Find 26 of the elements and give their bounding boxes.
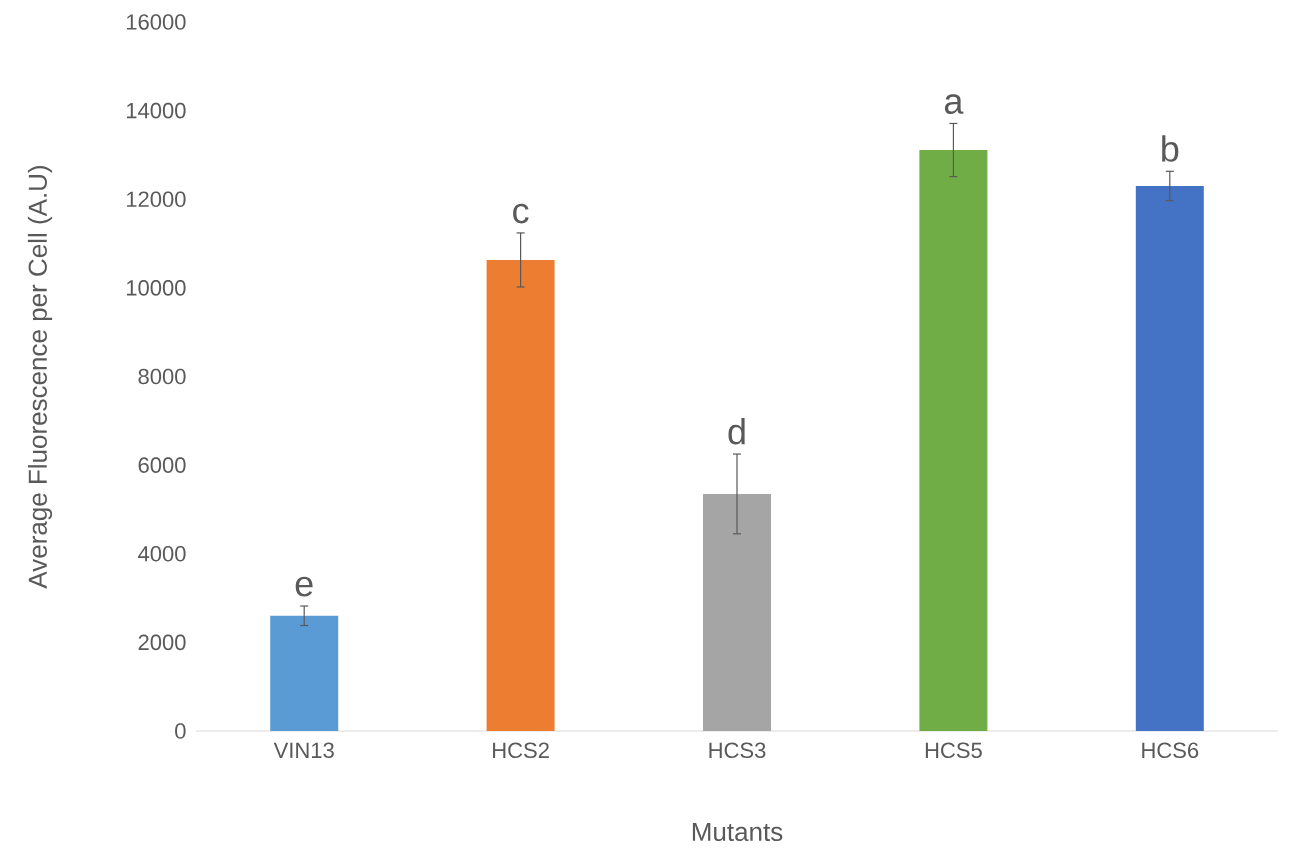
y-tick-label: 10000 — [126, 280, 186, 296]
annotation: b — [1162, 135, 1179, 162]
y-tick-label: 0 — [175, 723, 186, 739]
y-tick-label: 6000 — [138, 457, 186, 473]
y-tick-label: 12000 — [126, 191, 186, 208]
bar — [919, 150, 988, 731]
y-tick-label: 16000 — [126, 14, 186, 30]
y-axis-title: Average Fluorescence per Cell (A.U) — [27, 166, 53, 589]
x-tick-label: HCS6 — [1142, 742, 1199, 759]
annotation: d — [728, 418, 745, 445]
x-tick-label: HCS3 — [709, 742, 766, 759]
bar — [486, 259, 555, 731]
x-tick-label: HCS2 — [493, 742, 549, 759]
y-tick-label: 4000 — [138, 545, 186, 562]
x-axis-title: Mutants — [692, 822, 783, 842]
annotation: a — [944, 94, 964, 114]
x-tick-label: VIN13 — [273, 742, 334, 759]
bar — [270, 615, 339, 731]
y-tick-label: 8000 — [138, 368, 186, 385]
x-tick-label: HCS5 — [925, 742, 982, 759]
bar — [703, 493, 772, 731]
annotation: e — [295, 576, 313, 597]
y-tick-label: 2000 — [138, 634, 186, 651]
bar — [1135, 185, 1204, 731]
annotation: c — [513, 203, 529, 224]
y-tick-label: 14000 — [126, 102, 186, 119]
